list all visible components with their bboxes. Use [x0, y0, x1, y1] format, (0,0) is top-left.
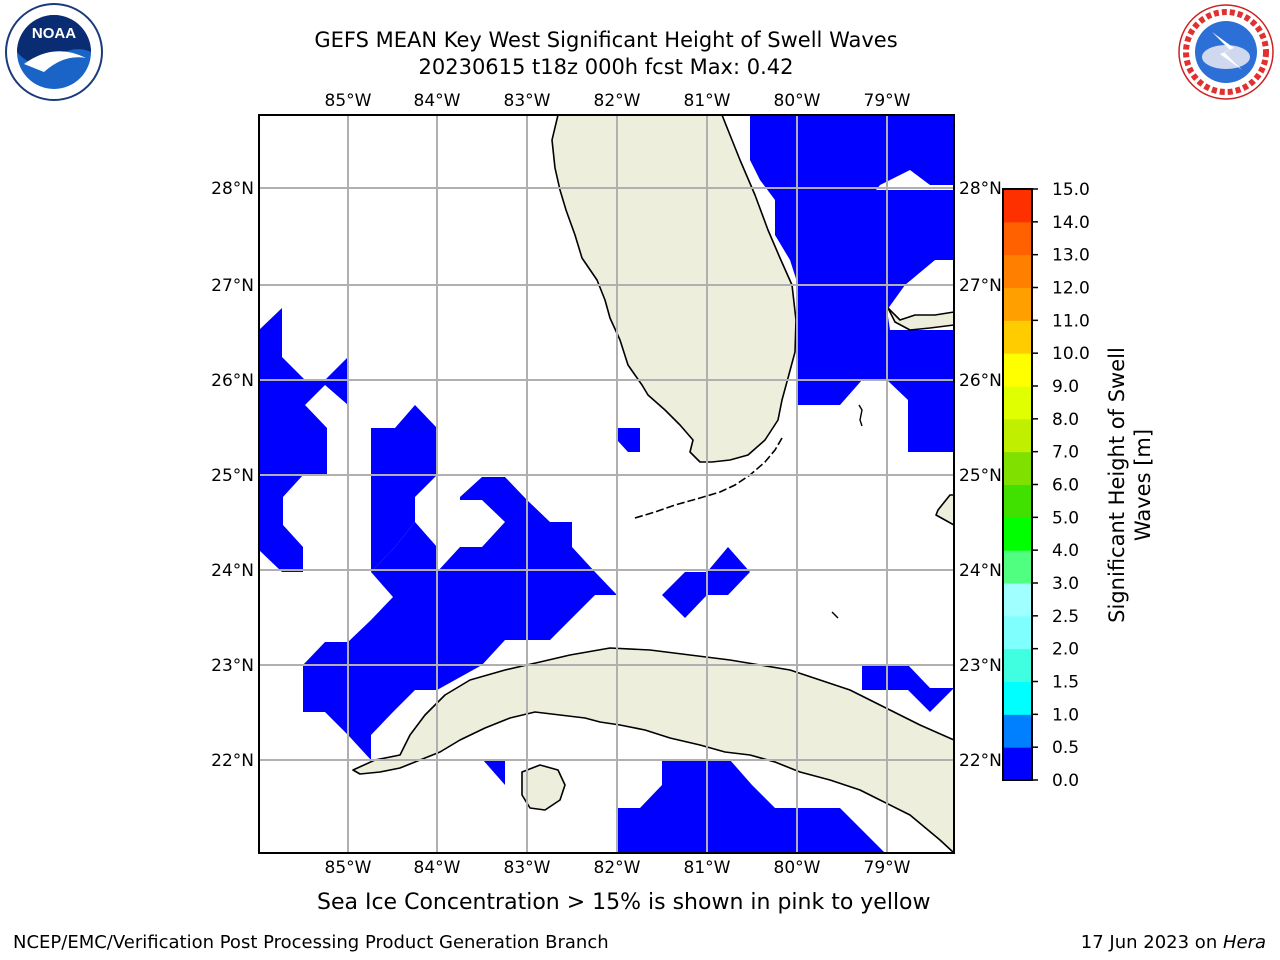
lon-label-top: 81°W	[684, 91, 731, 111]
colorbar-label-line2: Waves [m]	[1131, 429, 1155, 541]
colorbar-segment	[1003, 583, 1032, 617]
chart-title: GEFS MEAN Key West Significant Height of…	[314, 28, 898, 52]
colorbar-tick-label: 11.0	[1052, 311, 1090, 331]
colorbar-tick-label: 8.0	[1052, 410, 1079, 430]
lat-label-left: 25°N	[211, 466, 254, 486]
colorbar-segment	[1003, 484, 1032, 518]
graticule	[259, 115, 954, 853]
colorbar-segment	[1003, 254, 1032, 288]
colorbar-tick-label: 3.0	[1052, 574, 1079, 594]
lat-label-right: 23°N	[959, 656, 1002, 676]
lon-label-top: 84°W	[414, 91, 461, 111]
colorbar-segment	[1003, 386, 1032, 420]
lon-label-top: 79°W	[864, 91, 911, 111]
footer-date: 17 Jun 2023 on Hera	[1081, 932, 1266, 953]
sea-ice-caption: Sea Ice Concentration > 15% is shown in …	[317, 890, 931, 915]
colorbar-tick-label: 4.0	[1052, 541, 1079, 561]
lat-label-left: 28°N	[211, 179, 254, 199]
noaa-logo: NOAA	[5, 3, 103, 101]
colorbar-tick-label: 6.0	[1052, 476, 1079, 496]
colorbar-tick-label: 9.0	[1052, 377, 1079, 397]
colorbar-segment	[1003, 320, 1032, 354]
colorbar-segment	[1003, 353, 1032, 387]
lat-label-right: 22°N	[959, 751, 1002, 771]
lon-label-top: 82°W	[594, 91, 641, 111]
lon-label-bottom: 80°W	[774, 858, 821, 878]
footer-credit: NCEP/EMC/Verification Post Processing Pr…	[13, 932, 609, 953]
lat-label-right: 27°N	[959, 276, 1002, 296]
colorbar-tick-label: 0.5	[1052, 738, 1079, 758]
colorbar-segment	[1003, 418, 1032, 453]
colorbar-segment	[1003, 451, 1032, 485]
colorbar-tick-label: 5.0	[1052, 508, 1079, 528]
lat-label-left: 27°N	[211, 276, 254, 296]
colorbar-segment	[1003, 648, 1032, 682]
lon-label-top: 80°W	[774, 91, 821, 111]
colorbar-label-line1: Significant Height of Swell	[1105, 347, 1129, 623]
colorbar-segment	[1003, 747, 1032, 781]
lon-label-bottom: 79°W	[864, 858, 911, 878]
lon-label-top: 83°W	[504, 91, 551, 111]
map-frame	[258, 114, 955, 854]
nws-logo	[1178, 4, 1274, 100]
colorbar-tick-label: 7.0	[1052, 443, 1079, 463]
swell-wave-areas	[259, 115, 954, 853]
colorbar-segment	[1003, 517, 1032, 551]
colorbar-segment	[1003, 681, 1032, 715]
lat-label-left: 22°N	[211, 751, 254, 771]
colorbar-tick-label: 2.5	[1052, 607, 1079, 627]
footer-date-text: 17 Jun 2023 on	[1080, 932, 1223, 953]
colorbar-tick-label: 0.0	[1052, 771, 1079, 791]
lat-label-left: 26°N	[211, 371, 254, 391]
lat-label-right: 24°N	[959, 561, 1002, 581]
colorbar-tick-label: 1.5	[1052, 673, 1079, 693]
colorbar-segment	[1003, 189, 1032, 223]
colorbar-segment	[1003, 714, 1032, 748]
colorbar-tick-label: 14.0	[1052, 213, 1090, 233]
colorbar-tick-label: 15.0	[1052, 180, 1090, 200]
lon-label-bottom: 84°W	[414, 858, 461, 878]
colorbar-segment	[1003, 221, 1032, 256]
colorbar-tick-label: 2.0	[1052, 640, 1079, 660]
lat-label-left: 24°N	[211, 561, 254, 581]
lon-label-bottom: 83°W	[504, 858, 551, 878]
lat-label-right: 26°N	[959, 371, 1002, 391]
colorbar-tick-label: 1.0	[1052, 705, 1079, 725]
land	[352, 115, 954, 853]
colorbar-segment	[1003, 615, 1032, 650]
colorbar-segment	[1003, 287, 1032, 321]
colorbar-tick-label: 12.0	[1052, 279, 1090, 299]
chart-subtitle: 20230615 t18z 000h fcst Max: 0.42	[418, 55, 794, 79]
lat-label-right: 28°N	[959, 179, 1002, 199]
svg-text:NOAA: NOAA	[32, 25, 76, 42]
lon-label-top: 85°W	[325, 91, 372, 111]
lon-label-bottom: 82°W	[594, 858, 641, 878]
lat-label-left: 23°N	[211, 656, 254, 676]
lon-label-bottom: 85°W	[325, 858, 372, 878]
lat-label-right: 25°N	[959, 466, 1002, 486]
footer-host: Hera	[1222, 932, 1266, 953]
colorbar-tick-label: 13.0	[1052, 246, 1090, 266]
colorbar-tick-label: 10.0	[1052, 344, 1090, 364]
lon-label-bottom: 81°W	[684, 858, 731, 878]
colorbar: 0.0 0.5 1.0 1.5 2.0 2.5 3.0 4.0 5.0 6.0 7.0 8.0 9.0 1…	[1002, 180, 1090, 791]
colorbar-segment	[1003, 550, 1032, 584]
